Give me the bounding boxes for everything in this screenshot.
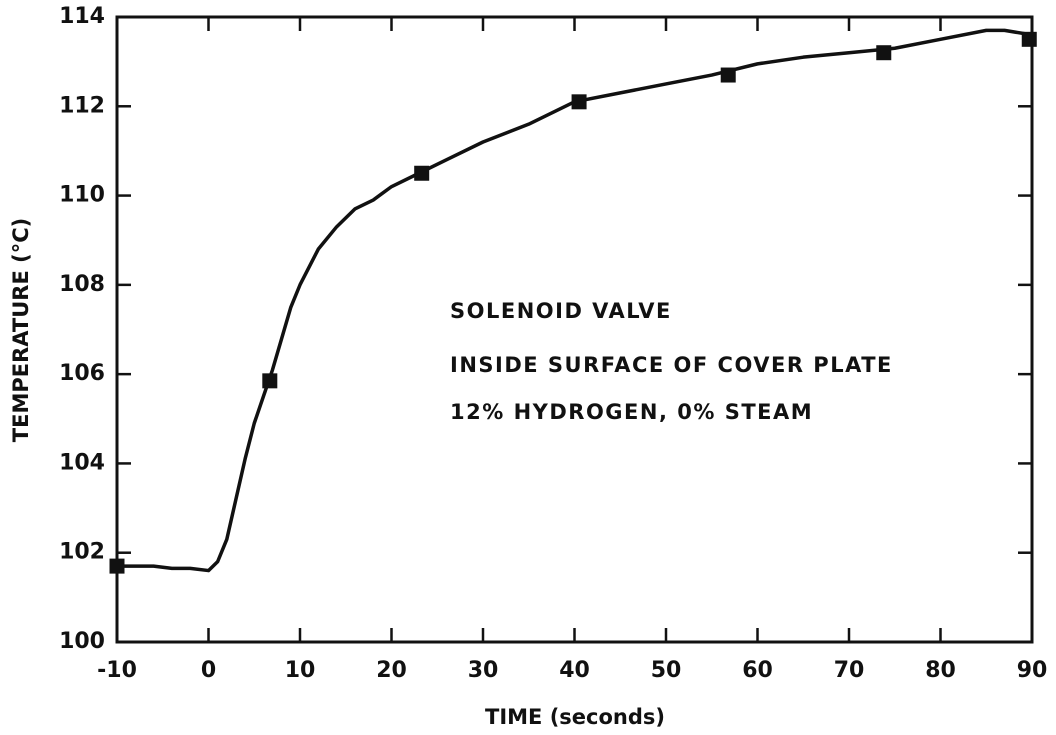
y-axis-label: TEMPERATURE (°C) xyxy=(9,218,33,442)
x-tick-label: 20 xyxy=(376,658,407,683)
data-line xyxy=(117,28,1033,573)
x-tick-label: 60 xyxy=(742,658,773,683)
x-tick-label: 50 xyxy=(651,658,682,683)
data-marker xyxy=(876,45,892,61)
y-tick-label: 100 xyxy=(59,629,105,654)
y-tick-label: 104 xyxy=(59,450,105,475)
y-tick-label: 106 xyxy=(59,361,105,386)
data-marker xyxy=(720,67,736,83)
x-tick-label: -10 xyxy=(97,658,137,683)
data-marker xyxy=(262,373,278,389)
x-tick-label: 0 xyxy=(201,658,216,683)
y-tick-label: 112 xyxy=(59,93,105,118)
data-marker xyxy=(414,165,430,181)
y-tick-label: 114 xyxy=(59,4,105,29)
annotation: 12% HYDROGEN, 0% STEAM xyxy=(450,400,813,424)
data-marker xyxy=(1021,31,1037,47)
annotation: INSIDE SURFACE OF COVER PLATE xyxy=(450,353,893,377)
x-tick-label: 40 xyxy=(559,658,590,683)
x-tick-label: 70 xyxy=(834,658,865,683)
x-axis-label: TIME (seconds) xyxy=(485,705,665,729)
x-tick-label: 90 xyxy=(1017,658,1048,683)
x-tick-label: 30 xyxy=(468,658,499,683)
y-tick-label: 102 xyxy=(59,540,105,565)
data-marker xyxy=(109,558,125,574)
x-tick-label: 80 xyxy=(925,658,956,683)
y-tick-label: 108 xyxy=(59,272,105,297)
y-tick-label: 110 xyxy=(59,183,105,208)
plot-frame xyxy=(115,15,1034,644)
x-tick-label: 10 xyxy=(285,658,316,683)
data-marker xyxy=(571,94,587,110)
annotation: SOLENOID VALVE xyxy=(450,299,672,323)
